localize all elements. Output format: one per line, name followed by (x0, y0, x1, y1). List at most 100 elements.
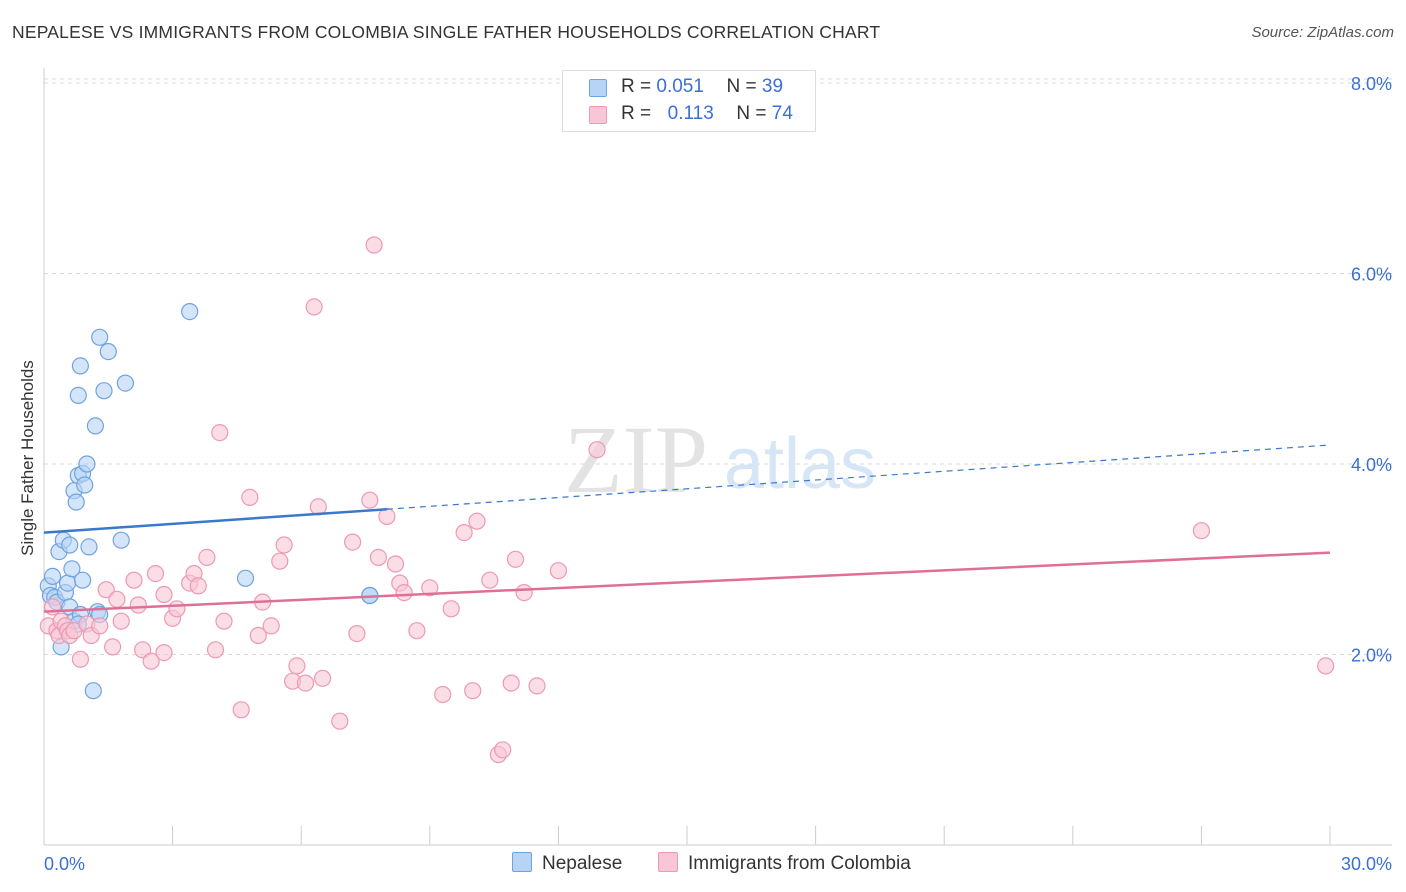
n-value-colombia: 74 (771, 103, 793, 124)
point-colombia (134, 641, 152, 659)
point-colombia (146, 564, 165, 583)
point-colombia (528, 677, 546, 695)
point-colombia (296, 674, 315, 692)
point-colombia (91, 617, 109, 635)
label-layer: 2.0% 4.0% 6.0% 8.0% 0.0% 30.0% (44, 74, 1392, 874)
point-colombia (455, 523, 473, 542)
point-colombia (103, 638, 122, 656)
point-nepalese (63, 560, 81, 578)
point-colombia (515, 583, 533, 602)
stats-box: R = 0.051 N = 39 R = 0.113 N = 74 (562, 70, 816, 132)
point-nepalese (80, 538, 98, 556)
point-nepalese (58, 574, 77, 592)
grid-layer (44, 78, 1392, 656)
point-colombia (206, 641, 225, 659)
point-nepalese (73, 571, 92, 589)
watermark-atlas: atlas (724, 424, 876, 504)
point-colombia (125, 571, 143, 589)
point-colombia (1317, 657, 1335, 675)
point-colombia (464, 682, 482, 700)
legend-item-nepalese[interactable]: Nepalese (512, 852, 622, 876)
legend-label-nepalese: Nepalese (542, 853, 623, 874)
point-colombia (468, 512, 486, 530)
point-colombia (502, 674, 520, 692)
point-colombia (97, 581, 115, 599)
point-colombia (506, 550, 525, 568)
point-colombia (395, 583, 413, 602)
r-value-nepalese: 0.051 (656, 76, 704, 97)
point-colombia (408, 622, 426, 640)
n-label: N = (736, 103, 767, 124)
x-tick-label: 30.0% (1341, 854, 1392, 874)
n-value-nepalese: 39 (761, 76, 784, 97)
point-colombia (129, 596, 147, 614)
trendline-colombia (43, 551, 1331, 613)
point-nepalese (69, 386, 87, 404)
point-colombia (71, 650, 90, 668)
point-colombia (249, 626, 267, 645)
legend-swatch-nepalese (512, 852, 532, 872)
point-colombia (275, 536, 293, 554)
point-colombia (142, 652, 160, 670)
point-colombia (288, 657, 306, 675)
point-colombia (421, 579, 439, 597)
point-colombia (348, 624, 366, 643)
point-colombia (155, 643, 173, 662)
point-nepalese (86, 417, 105, 435)
point-colombia (241, 488, 259, 506)
watermark: ZIP atlas (564, 406, 876, 513)
point-colombia (232, 701, 250, 719)
colombia-swatch (589, 106, 607, 124)
point-nepalese (116, 374, 135, 392)
point-colombia (305, 298, 323, 316)
point-colombia (112, 612, 130, 630)
point-colombia (434, 685, 452, 704)
point-nepalese (84, 682, 102, 700)
legend-item-colombia[interactable]: Immigrants from Colombia (658, 852, 911, 876)
point-colombia (211, 424, 229, 442)
point-colombia (378, 507, 396, 526)
point-nepalese (91, 328, 109, 346)
point-colombia (108, 590, 126, 608)
watermark-zip: ZIP (564, 406, 708, 513)
point-nepalese (99, 343, 117, 361)
point-colombia (361, 491, 379, 509)
r-label: R = (621, 76, 652, 97)
n-label: N = (726, 76, 757, 97)
point-nepalese (67, 493, 85, 511)
point-colombia (481, 571, 499, 589)
point-nepalese (61, 536, 79, 554)
point-nepalese (112, 531, 130, 549)
point-colombia (386, 555, 405, 573)
axes-layer (43, 68, 1392, 846)
point-nepalese (71, 357, 90, 375)
point-colombia (588, 441, 606, 459)
y-tick-label: 4.0% (1351, 455, 1392, 475)
y-tick-label: 8.0% (1351, 74, 1392, 94)
legend-label-colombia: Immigrants from Colombia (688, 853, 911, 874)
point-nepalese (236, 569, 255, 587)
y-tick-label: 6.0% (1351, 265, 1392, 285)
x-tick-label: 0.0% (44, 854, 85, 874)
point-colombia (442, 600, 460, 618)
point-nepalese (95, 382, 113, 400)
point-colombia (271, 552, 289, 570)
point-colombia (262, 617, 280, 635)
point-nepalese (43, 567, 62, 586)
r-label: R = (621, 103, 652, 124)
trendline-nepalese (43, 507, 388, 534)
legend-swatch-colombia (658, 852, 678, 872)
point-colombia (549, 562, 568, 580)
trendline-nepalese-extension (386, 444, 1331, 510)
source-label: Source: ZipAtlas.com (1251, 24, 1394, 41)
point-colombia (198, 548, 216, 567)
point-colombia (365, 236, 383, 254)
point-colombia (331, 712, 349, 730)
trend-layer (43, 444, 1331, 613)
point-colombia (494, 741, 512, 759)
point-nepalese (78, 455, 96, 473)
point-colombia (1192, 522, 1211, 540)
y-axis-label: Single Father Households (18, 360, 37, 556)
points-layer (39, 236, 1335, 764)
point-colombia (155, 585, 173, 604)
